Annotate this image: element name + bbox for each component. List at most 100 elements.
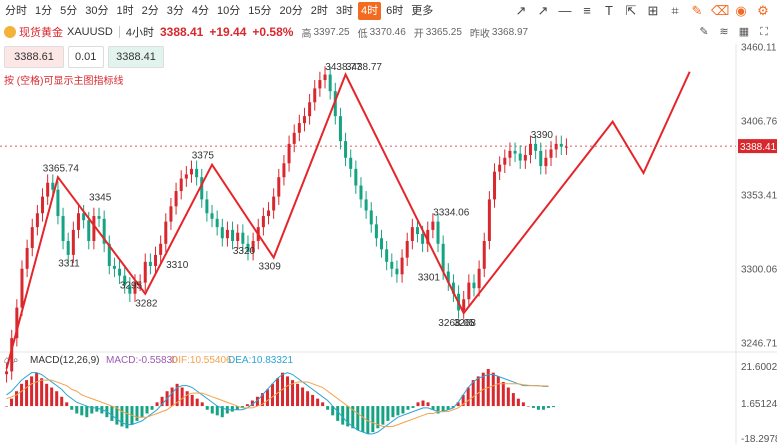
horizontal-line-icon[interactable]: — bbox=[558, 3, 572, 18]
macd-histogram-bar bbox=[396, 406, 400, 416]
swing-label: 3282 bbox=[135, 299, 158, 310]
candle-body bbox=[195, 168, 199, 178]
candle-body bbox=[302, 116, 306, 124]
fullscreen-icon[interactable]: ⛶ bbox=[760, 26, 768, 38]
candle-body bbox=[210, 213, 214, 219]
candle-body bbox=[518, 153, 522, 161]
prev-close-value: 3368.97 bbox=[491, 26, 529, 38]
macd-histogram-bar bbox=[70, 406, 74, 410]
instrument-name[interactable]: 现货黄金 bbox=[19, 27, 63, 39]
candle-body bbox=[92, 216, 96, 242]
candle-body bbox=[267, 210, 271, 217]
macd-histogram-bar bbox=[250, 400, 254, 407]
candle-body bbox=[225, 229, 229, 239]
swing-label: 3309 bbox=[259, 261, 282, 272]
period-tab-12[interactable]: 3时 bbox=[335, 5, 353, 17]
macd-histogram-bar bbox=[441, 406, 445, 412]
settings-icon[interactable]: ⚙ bbox=[757, 3, 769, 18]
ray-icon[interactable]: ↗ bbox=[537, 3, 549, 18]
period-tab-13[interactable]: 4时 bbox=[358, 2, 382, 20]
eraser-icon[interactable]: ⌫ bbox=[711, 3, 730, 18]
candle-body bbox=[292, 132, 296, 144]
edit-icon[interactable]: ✎ bbox=[691, 3, 703, 18]
macd-histogram-bar bbox=[40, 378, 44, 407]
macd-histogram-bar bbox=[145, 406, 149, 414]
period-tab-9[interactable]: 15分 bbox=[248, 5, 272, 17]
candle-body bbox=[369, 210, 373, 225]
period-tab-11[interactable]: 2时 bbox=[310, 5, 328, 17]
macd-histogram-bar bbox=[150, 406, 154, 410]
macd-histogram-bar bbox=[215, 406, 219, 416]
draw-toggle-icon[interactable]: ✎ bbox=[699, 26, 709, 38]
macd-histogram-bar bbox=[451, 406, 455, 408]
macd-histogram-bar bbox=[230, 406, 234, 412]
macd-histogram-bar bbox=[270, 383, 274, 407]
candle-body bbox=[421, 234, 425, 244]
candle-body bbox=[46, 182, 50, 197]
macd-histogram-bar bbox=[516, 398, 520, 407]
period-tab-7[interactable]: 4分 bbox=[191, 5, 209, 17]
macd-histogram-bar bbox=[30, 376, 34, 407]
period-tab-14[interactable]: 6时 bbox=[386, 5, 404, 17]
candle-body bbox=[102, 218, 106, 244]
period-tab-10[interactable]: 20分 bbox=[279, 5, 303, 17]
candle-body bbox=[143, 261, 147, 283]
macd-histogram-bar bbox=[506, 387, 510, 407]
macd-histogram-bar bbox=[180, 387, 184, 407]
layout-icon[interactable]: ▦ bbox=[738, 26, 750, 38]
sell-price-button[interactable]: 3388.61 bbox=[4, 46, 64, 68]
macd-histogram-bar bbox=[386, 406, 390, 421]
trend-line-icon[interactable]: ↗ bbox=[515, 3, 527, 18]
period-tab-4[interactable]: 1时 bbox=[116, 5, 134, 17]
macd-histogram-bar bbox=[205, 406, 209, 410]
candle-body bbox=[30, 227, 34, 248]
period-tab-2[interactable]: 5分 bbox=[60, 5, 78, 17]
timeframe-label[interactable]: 4小时 bbox=[125, 27, 154, 39]
channel-icon[interactable]: ≡ bbox=[583, 3, 591, 18]
swing-label: 3311 bbox=[58, 258, 80, 269]
dea-line bbox=[6, 379, 549, 427]
price-tick-label: 3300.06 bbox=[741, 265, 777, 276]
candle-body bbox=[549, 149, 553, 158]
period-tab-1[interactable]: 1分 bbox=[35, 5, 53, 17]
arrow-tool-icon[interactable]: ⇱ bbox=[625, 3, 637, 18]
macd-histogram-bar bbox=[491, 372, 495, 407]
buy-price-button[interactable]: 3388.41 bbox=[108, 46, 164, 68]
period-tab-6[interactable]: 3分 bbox=[166, 5, 184, 17]
eye-icon[interactable]: ◉ bbox=[735, 3, 747, 18]
divider bbox=[118, 26, 120, 38]
macd-histogram-bar bbox=[210, 406, 214, 414]
macd-histogram-bar bbox=[275, 378, 279, 407]
candle-body bbox=[138, 282, 142, 284]
period-tab-5[interactable]: 2分 bbox=[141, 5, 159, 17]
indicator-icon[interactable]: ≋ bbox=[719, 26, 729, 38]
macd-histogram-bar bbox=[326, 406, 330, 410]
quantity-input[interactable]: 0.01 bbox=[68, 46, 104, 68]
indicator-hint: 按 (空格)可显示主图指标线 bbox=[4, 76, 124, 87]
candle-body bbox=[159, 243, 163, 255]
period-tab-15[interactable]: 更多 bbox=[411, 5, 434, 17]
period-tab-8[interactable]: 10分 bbox=[217, 5, 241, 17]
high-label: 高 bbox=[301, 28, 312, 40]
macd-histogram-bar bbox=[195, 398, 199, 407]
measure-icon[interactable]: ⊞ bbox=[647, 3, 659, 18]
price-tick-label: 3460.11 bbox=[741, 43, 777, 54]
period-tab-0[interactable]: 分时 bbox=[5, 5, 27, 17]
period-tab-3[interactable]: 30分 bbox=[85, 5, 109, 17]
macd-histogram-bar bbox=[446, 406, 450, 410]
crop-icon[interactable]: ⌗ bbox=[671, 3, 679, 18]
macd-histogram-bar bbox=[551, 406, 555, 408]
macd-histogram-bar bbox=[85, 406, 89, 418]
candle-body bbox=[82, 213, 86, 221]
macd-histogram-bar bbox=[376, 406, 380, 429]
candle-body bbox=[272, 196, 276, 211]
open-value: 3365.25 bbox=[425, 26, 462, 38]
candle-body bbox=[390, 261, 394, 269]
candle-body bbox=[56, 189, 60, 217]
candle-body bbox=[236, 232, 240, 242]
text-tool-icon[interactable]: T bbox=[605, 3, 613, 18]
swing-label: 3295 bbox=[120, 281, 143, 292]
candle-body bbox=[508, 150, 512, 158]
